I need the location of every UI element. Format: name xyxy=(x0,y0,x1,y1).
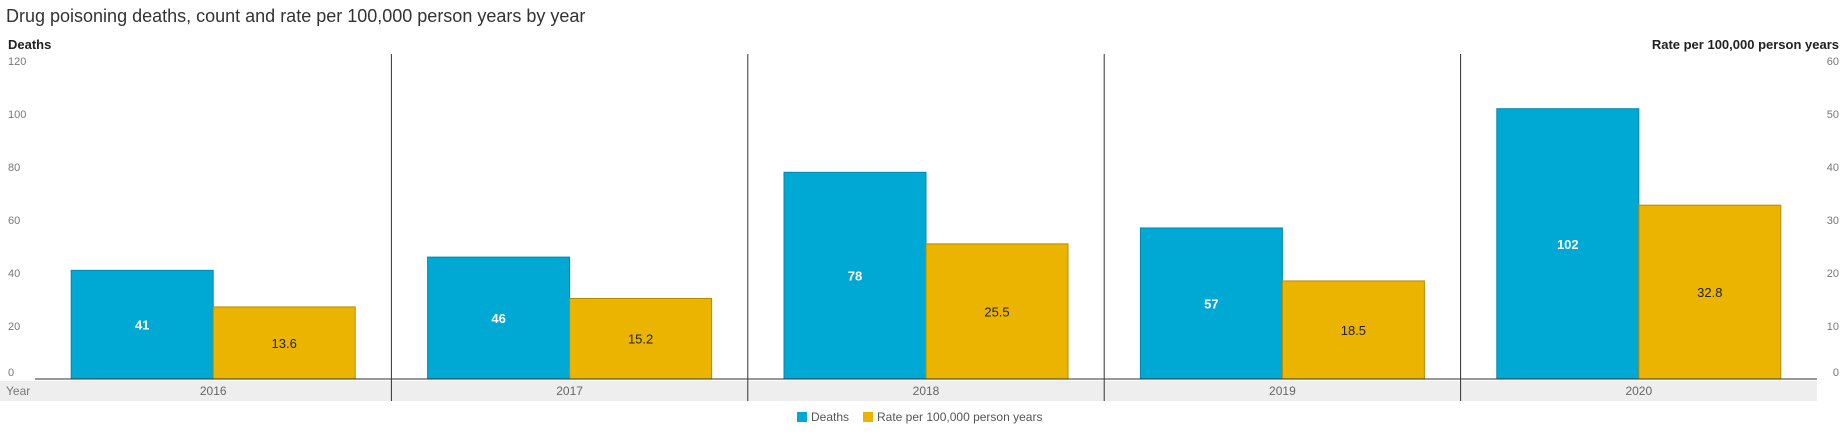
y2-tick-label: 60 xyxy=(1827,56,1839,68)
y2-tick-label: 0 xyxy=(1833,367,1839,379)
y-tick-label: 20 xyxy=(8,321,20,333)
y-tick-label: 40 xyxy=(8,268,20,280)
y-tick-label: 80 xyxy=(8,162,20,174)
legend-label-rate: Rate per 100,000 person years xyxy=(877,410,1042,424)
y2-tick-label: 50 xyxy=(1827,109,1839,121)
rate-bar-label: 18.5 xyxy=(1341,323,1366,338)
deaths-bar-label: 46 xyxy=(491,311,505,326)
deaths-bar xyxy=(783,171,927,380)
x-tick-label: 2019 xyxy=(1269,384,1296,398)
legend-swatch-deaths xyxy=(797,412,807,422)
deaths-bar-label: 41 xyxy=(135,318,149,333)
y-tick-label: 100 xyxy=(8,109,26,121)
y2-axis-title: Rate per 100,000 person years xyxy=(1652,37,1839,52)
y-tick-label: 120 xyxy=(8,56,26,68)
y-axis-title: Deaths xyxy=(8,37,51,52)
x-tick-label: 2017 xyxy=(556,384,583,398)
rate-bar-label: 25.5 xyxy=(984,304,1009,319)
x-tick-label: 2020 xyxy=(1625,384,1652,398)
y2-tick-label: 10 xyxy=(1827,321,1839,333)
category-band xyxy=(0,381,1817,401)
chart-title: Drug poisoning deaths, count and rate pe… xyxy=(6,6,585,26)
deaths-bar-label: 102 xyxy=(1557,237,1579,252)
rate-bar-label: 32.8 xyxy=(1697,285,1722,300)
y2-tick-label: 40 xyxy=(1827,162,1839,174)
deaths-bar-label: 78 xyxy=(848,269,862,284)
x-axis-title: Year xyxy=(6,384,30,398)
x-tick-label: 2018 xyxy=(913,384,940,398)
rate-bar xyxy=(925,243,1069,380)
y-tick-label: 0 xyxy=(8,367,14,379)
rate-bar xyxy=(1281,280,1425,380)
deaths-bar xyxy=(1139,227,1283,380)
rate-bar xyxy=(569,297,713,380)
rate-bar xyxy=(1638,204,1782,380)
y-tick-label: 60 xyxy=(8,215,20,227)
deaths-bar xyxy=(427,256,571,380)
y2-tick-label: 20 xyxy=(1827,268,1839,280)
legend-swatch-rate xyxy=(863,412,873,422)
rate-bar-label: 15.2 xyxy=(628,332,653,347)
legend: Deaths Rate per 100,000 person years xyxy=(797,410,1042,424)
rate-bar-label: 13.6 xyxy=(272,336,297,351)
x-tick-label: 2016 xyxy=(200,384,227,398)
deaths-bar-label: 57 xyxy=(1204,296,1218,311)
deaths-bar xyxy=(70,269,214,380)
legend-label-deaths: Deaths xyxy=(811,410,849,424)
y2-tick-label: 30 xyxy=(1827,215,1839,227)
deaths-bar xyxy=(1496,108,1640,380)
plot-area: 0 20 40 60 80 100 120 0 10 20 30 40 50 60 41 13.6 2016 46… xyxy=(0,54,1839,401)
